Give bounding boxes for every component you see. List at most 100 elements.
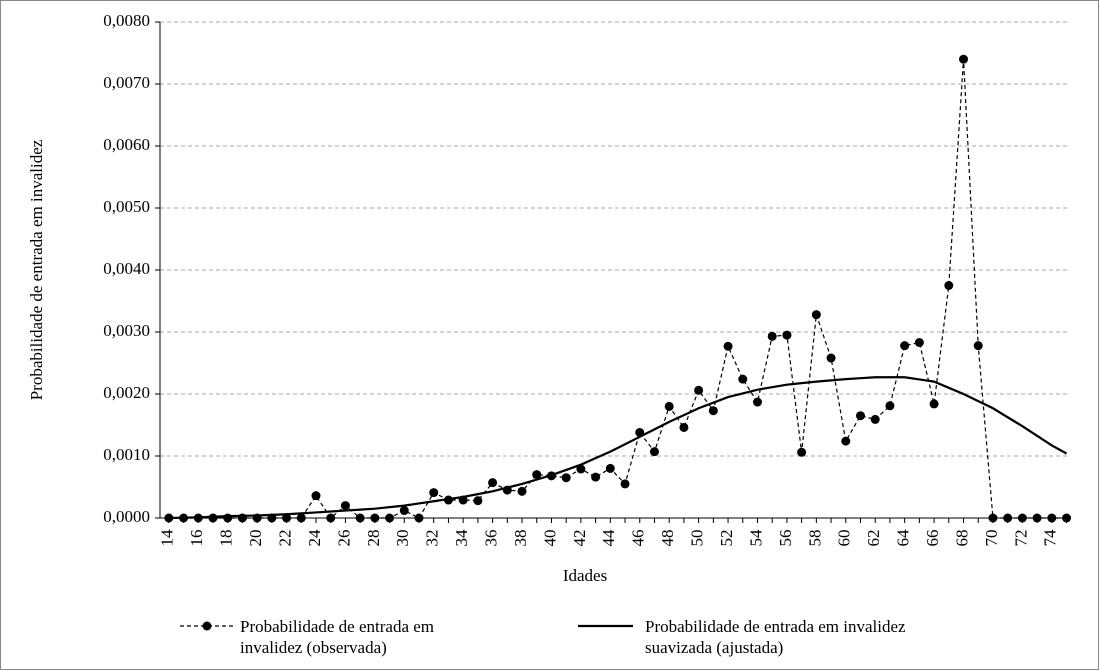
point [311, 491, 321, 501]
point [488, 478, 498, 488]
point [208, 513, 218, 523]
y-tick-label: 0,0050 [103, 197, 150, 216]
point [767, 331, 777, 341]
point [811, 310, 821, 320]
x-tick-label: 22 [275, 530, 294, 547]
y-tick-label: 0,0030 [103, 321, 150, 340]
x-tick-label: 68 [952, 530, 971, 547]
x-tick-label: 40 [540, 530, 559, 547]
point [664, 401, 674, 411]
y-tick-label: 0,0010 [103, 445, 150, 464]
point [620, 479, 630, 489]
point [914, 338, 924, 348]
point [223, 513, 233, 523]
x-tick-label: 54 [746, 529, 765, 547]
point [1047, 513, 1057, 523]
legend-label: Probabilidade de entrada em invalidez su… [645, 617, 906, 657]
point [591, 472, 601, 482]
point [532, 470, 542, 480]
point [399, 506, 409, 516]
point [929, 399, 939, 409]
point [900, 341, 910, 351]
point [782, 330, 792, 340]
y-tick-label: 0,0000 [103, 507, 150, 526]
x-tick-label: 66 [923, 530, 942, 547]
point [841, 436, 851, 446]
point [429, 488, 439, 498]
point [988, 513, 998, 523]
y-tick-label: 0,0060 [103, 135, 150, 154]
point [296, 513, 306, 523]
y-tick-label: 0,0020 [103, 383, 150, 402]
point [870, 414, 880, 424]
y-tick-label: 0,0040 [103, 259, 150, 278]
x-tick-label: 56 [776, 530, 795, 547]
x-tick-label: 38 [511, 530, 530, 547]
x-tick-label: 30 [393, 530, 412, 547]
x-tick-label: 60 [835, 530, 854, 547]
legend-marker [202, 621, 212, 631]
x-tick-label: 18 [217, 530, 236, 547]
x-tick-label: 24 [305, 529, 324, 547]
x-tick-label: 14 [158, 529, 177, 547]
point [355, 513, 365, 523]
x-tick-label: 26 [334, 530, 353, 547]
point [340, 501, 350, 511]
point [326, 513, 336, 523]
x-tick-label: 70 [982, 530, 1001, 547]
point [1017, 513, 1027, 523]
point [1062, 513, 1072, 523]
x-tick-label: 36 [481, 530, 500, 547]
x-tick-label: 58 [805, 530, 824, 547]
series-line [168, 376, 1068, 520]
x-tick-label: 48 [658, 530, 677, 547]
point [561, 473, 571, 483]
point [1032, 513, 1042, 523]
x-tick-label: 62 [864, 530, 883, 547]
legend-label: Probabilidade de entrada em invalidez (o… [240, 617, 435, 657]
y-tick-label: 0,0070 [103, 73, 150, 92]
x-tick-label: 42 [570, 530, 589, 547]
point [605, 463, 615, 473]
x-tick-label: 34 [452, 529, 471, 547]
point [723, 341, 733, 351]
x-tick-label: 64 [894, 529, 913, 547]
y-axis-title: Probabilidade de entrada em invalidez [27, 139, 46, 400]
point [385, 513, 395, 523]
point [797, 447, 807, 457]
x-tick-label: 32 [423, 530, 442, 547]
point [738, 374, 748, 384]
y-tick-label: 0,0080 [103, 11, 150, 30]
point [694, 385, 704, 395]
point [649, 447, 659, 457]
x-tick-label: 16 [187, 530, 206, 547]
x-tick-label: 28 [364, 530, 383, 547]
point [1003, 513, 1013, 523]
point [973, 341, 983, 351]
point [708, 406, 718, 416]
point [414, 513, 424, 523]
x-tick-label: 44 [599, 529, 618, 547]
point [826, 353, 836, 363]
point [282, 513, 292, 523]
point [517, 486, 527, 496]
x-tick-label: 50 [688, 530, 707, 547]
point [855, 411, 865, 421]
x-tick-label: 20 [246, 530, 265, 547]
point [576, 464, 586, 474]
x-tick-label: 72 [1011, 530, 1030, 547]
x-axis-title: Idades [563, 566, 607, 585]
point [885, 401, 895, 411]
point [370, 513, 380, 523]
x-tick-label: 46 [629, 530, 648, 547]
point [959, 54, 969, 64]
series-line [168, 59, 1067, 519]
x-tick-label: 74 [1041, 529, 1060, 547]
point [752, 397, 762, 407]
point [944, 281, 954, 290]
point [679, 422, 689, 432]
point [473, 496, 483, 506]
